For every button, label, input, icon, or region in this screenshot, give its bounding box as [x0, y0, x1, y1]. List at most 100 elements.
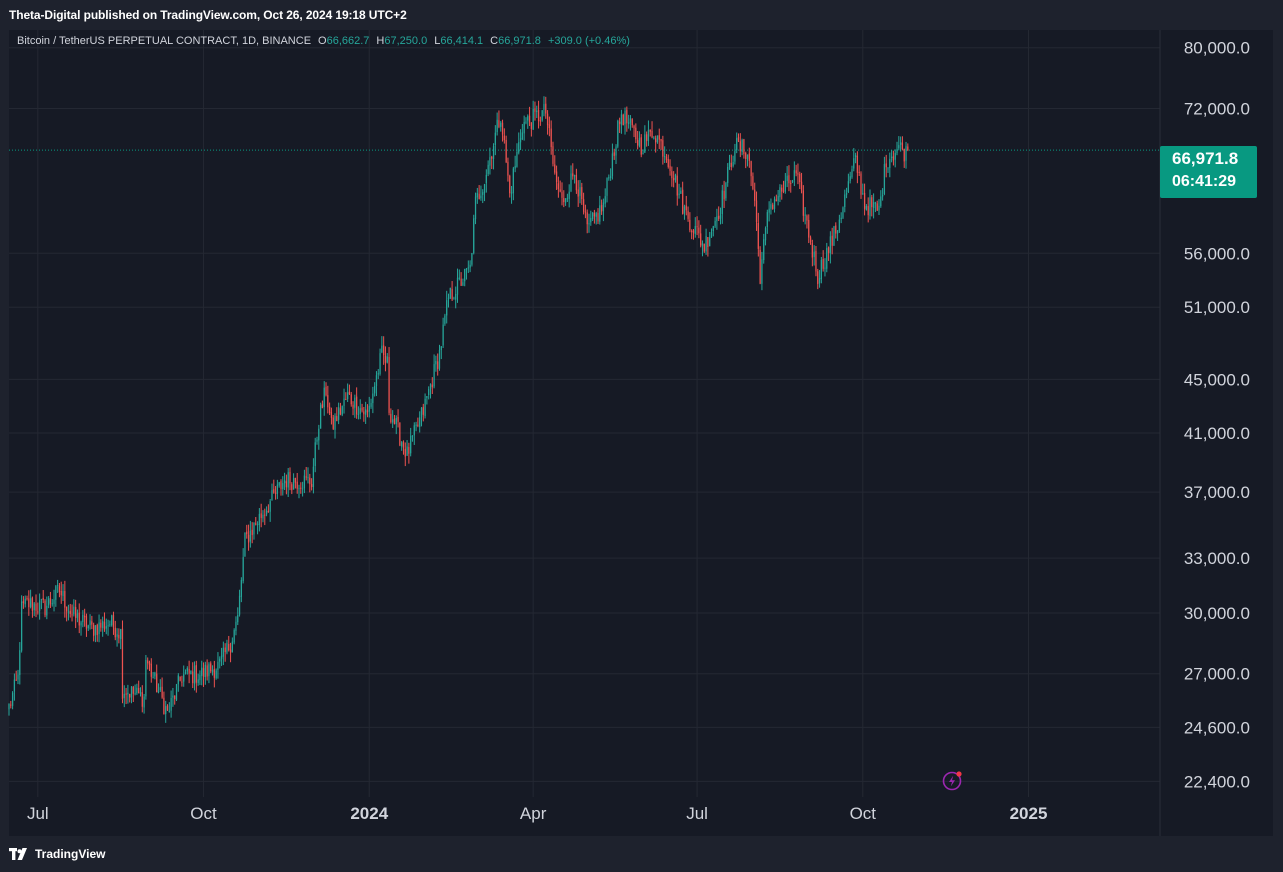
- candle: [370, 398, 372, 409]
- candle: [328, 402, 331, 416]
- candle: [116, 628, 118, 647]
- price-tick-label: 27,000.0: [1184, 665, 1250, 684]
- candle: [47, 596, 50, 609]
- candle: [177, 673, 179, 692]
- candle: [527, 114, 529, 129]
- candle: [516, 143, 518, 168]
- time-tick-label: 2025: [1010, 804, 1048, 823]
- candle: [755, 191, 758, 231]
- tradingview-logo[interactable]: TradingView: [9, 846, 105, 862]
- candle: [80, 620, 82, 636]
- candle: [662, 135, 664, 165]
- lightning-icon[interactable]: [941, 770, 963, 792]
- candle: [188, 660, 190, 684]
- candle: [220, 647, 223, 666]
- footer-brand: TradingView: [35, 847, 106, 861]
- candle: [692, 229, 695, 240]
- candle: [719, 207, 722, 225]
- candle: [575, 168, 578, 194]
- candle: [235, 616, 237, 636]
- candle: [168, 702, 170, 713]
- candle: [157, 683, 160, 694]
- candle: [38, 593, 41, 620]
- candle: [42, 590, 44, 604]
- candle: [737, 133, 740, 143]
- candle: [195, 660, 197, 693]
- candle: [58, 583, 61, 598]
- candle: [49, 591, 52, 608]
- candle: [67, 604, 70, 621]
- candle: [534, 101, 536, 121]
- candle: [586, 209, 588, 234]
- candle: [874, 201, 877, 213]
- legend-change: +309.0 (+0.46%): [547, 35, 630, 47]
- candle: [539, 116, 541, 126]
- ohlc-legend: Bitcoin / TetherUS PERPETUAL CONTRACT, 1…: [17, 35, 637, 49]
- candle: [813, 245, 815, 266]
- price-tick-label: 56,000.0: [1184, 244, 1250, 263]
- candle: [655, 135, 657, 153]
- time-tick-label: Apr: [520, 804, 547, 823]
- candle: [665, 153, 668, 163]
- candle: [853, 148, 855, 172]
- candle: [469, 260, 471, 273]
- candle: [291, 482, 293, 495]
- candle: [458, 269, 460, 281]
- candle: [150, 658, 152, 683]
- candle: [359, 399, 361, 420]
- candle: [752, 172, 754, 191]
- candle: [57, 579, 59, 593]
- candle: [777, 189, 779, 206]
- candle: [856, 151, 859, 184]
- candle: [588, 213, 590, 233]
- publish-note: Theta-Digital published on TradingView.c…: [9, 8, 407, 22]
- candle: [51, 599, 53, 607]
- candle: [348, 384, 351, 396]
- candle: [626, 106, 628, 132]
- candle: [620, 109, 623, 134]
- legend-close-key: C: [490, 35, 499, 47]
- candle: [283, 472, 286, 491]
- candle: [835, 222, 837, 239]
- legend-open: 66,662.7: [326, 35, 370, 47]
- candle: [727, 163, 729, 187]
- candle: [887, 167, 889, 173]
- candle: [824, 258, 826, 277]
- candle: [33, 601, 35, 617]
- candle: [536, 105, 538, 119]
- candle: [646, 131, 648, 147]
- candle: [456, 268, 459, 303]
- candle: [366, 404, 369, 418]
- time-tick-label: Jul: [686, 804, 708, 823]
- candle: [399, 422, 401, 447]
- candle: [368, 396, 370, 418]
- candle: [817, 268, 819, 290]
- candle: [345, 392, 347, 401]
- candle: [433, 354, 435, 389]
- candle: [460, 272, 462, 286]
- candle: [581, 182, 583, 205]
- candle: [815, 246, 817, 277]
- candle: [809, 235, 812, 245]
- candle: [134, 684, 136, 696]
- candle: [372, 386, 374, 414]
- candle: [523, 115, 525, 141]
- legend-symbol: Bitcoin / TetherUS PERPETUAL CONTRACT, 1…: [17, 35, 312, 47]
- candle: [889, 152, 891, 178]
- candle: [822, 250, 824, 272]
- candle: [501, 119, 504, 142]
- candle: [93, 622, 95, 642]
- candle: [476, 187, 478, 204]
- candle: [804, 207, 806, 225]
- candle: [147, 657, 149, 670]
- candle: [435, 355, 437, 372]
- candle: [339, 402, 342, 416]
- candle: [357, 406, 360, 420]
- candle: [764, 226, 767, 246]
- candle: [107, 619, 109, 636]
- candle: [269, 498, 271, 522]
- candle: [8, 703, 10, 716]
- candle: [901, 136, 904, 151]
- last-price-value: 66,971.8: [1172, 149, 1239, 168]
